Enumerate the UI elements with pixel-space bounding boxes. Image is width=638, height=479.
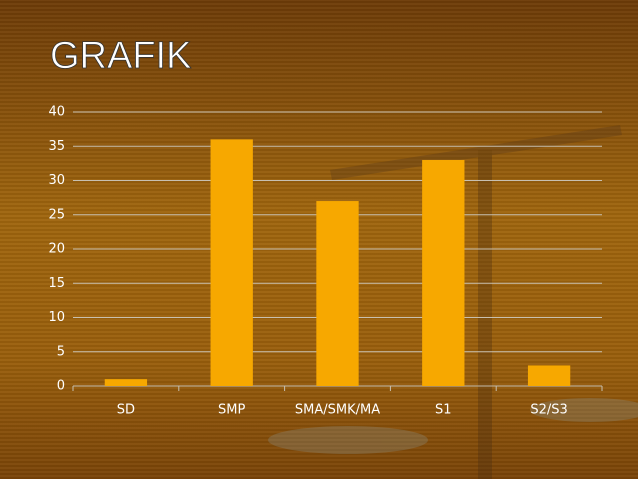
y-tick-label: 15 [48,276,65,291]
bar [210,139,253,386]
x-tick-label: SD [117,403,135,418]
x-tick-label: SMA/SMK/MA [295,403,380,418]
y-tick-label: 35 [48,139,65,154]
scale-decoration [268,125,638,479]
x-tick-label: SMP [218,403,245,418]
y-tick-label: 10 [48,310,65,325]
y-tick-label: 40 [48,105,65,120]
y-tick-label: 0 [57,379,65,394]
y-tick-label: 30 [48,173,65,188]
y-tick-label: 5 [57,344,65,359]
y-tick-label: 25 [48,207,65,222]
y-tick-label: 20 [48,242,65,257]
bar [104,379,148,386]
bar [422,159,465,386]
bar [527,365,571,386]
x-tick-label: S1 [435,403,452,418]
bar [316,201,359,386]
chart-title: GRAFIK [50,35,191,77]
x-tick-label: S2/S3 [530,403,567,418]
